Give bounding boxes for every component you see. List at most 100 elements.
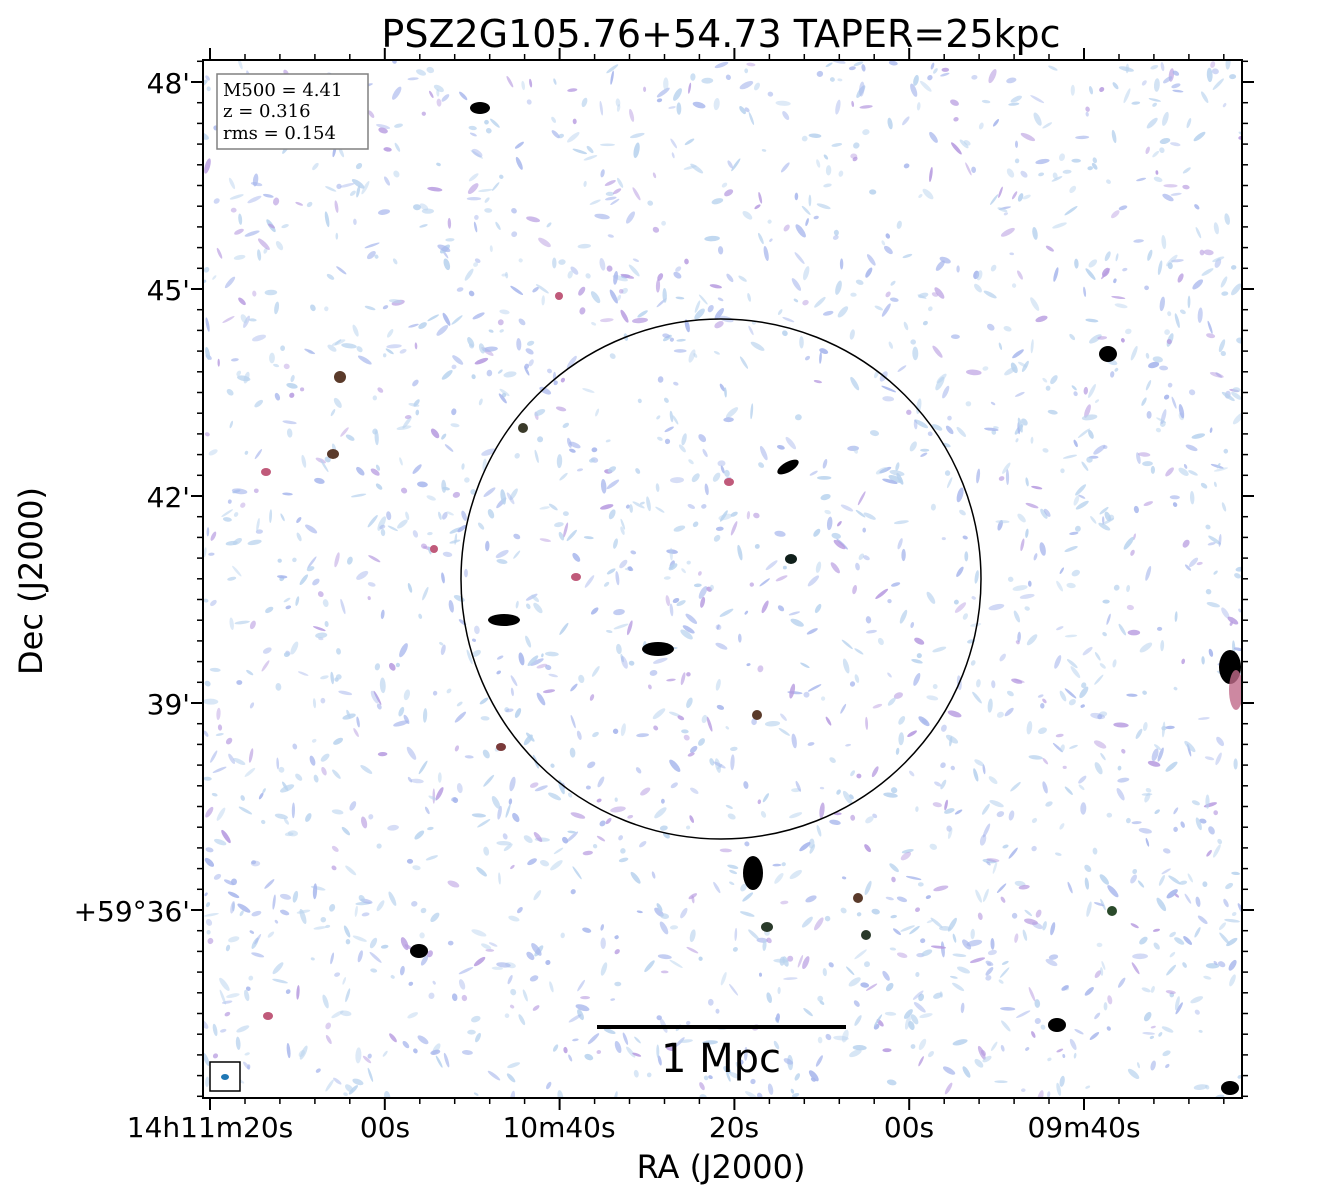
- noise-blob: [454, 711, 467, 723]
- noise-blob: [1073, 495, 1080, 506]
- noise-blob: [464, 568, 468, 578]
- noise-blob: [1150, 64, 1159, 70]
- noise-blob: [939, 991, 943, 998]
- noise-blob: [428, 992, 435, 999]
- noise-blob: [546, 1081, 552, 1090]
- noise-blob: [935, 376, 945, 391]
- noise-blob: [725, 726, 730, 730]
- noise-blob: [907, 730, 917, 737]
- noise-blob: [852, 445, 858, 454]
- noise-blob: [767, 219, 772, 224]
- noise-blob: [353, 218, 357, 225]
- noise-blob: [905, 875, 922, 881]
- noise-blob: [397, 519, 408, 529]
- noise-blob: [216, 247, 223, 259]
- noise-blob: [982, 888, 989, 903]
- noise-blob: [841, 876, 847, 880]
- noise-blob: [983, 290, 997, 299]
- noise-blob: [311, 738, 317, 743]
- noise-blob: [699, 1094, 707, 1098]
- noise-blob: [473, 262, 479, 267]
- noise-blob: [1074, 258, 1079, 269]
- noise-blob: [637, 310, 648, 318]
- noise-blob: [468, 290, 475, 297]
- noise-blob: [1013, 678, 1025, 683]
- noise-blob: [918, 1056, 924, 1067]
- noise-blob: [345, 434, 355, 441]
- noise-blob: [1094, 970, 1102, 978]
- noise-blob: [724, 387, 727, 398]
- noise-blob: [466, 197, 482, 201]
- noise-blob: [855, 279, 864, 285]
- noise-blob: [660, 970, 669, 974]
- noise-blob: [1172, 502, 1178, 508]
- noise-blob: [245, 986, 251, 991]
- noise-blob: [237, 60, 243, 70]
- noise-blob: [478, 398, 483, 406]
- noise-blob: [1224, 918, 1240, 923]
- noise-blob: [340, 598, 346, 615]
- noise-blob: [421, 208, 434, 214]
- noise-blob: [965, 401, 972, 407]
- noise-blob: [429, 90, 434, 99]
- noise-blob: [1106, 179, 1111, 184]
- noise-blob: [402, 1040, 410, 1049]
- noise-blob: [1024, 909, 1033, 917]
- noise-blob: [901, 849, 914, 854]
- noise-blob: [572, 1038, 579, 1042]
- noise-blob: [930, 503, 936, 511]
- noise-blob: [476, 866, 487, 877]
- noise-blob: [312, 698, 317, 709]
- noise-blob: [585, 785, 591, 790]
- noise-blob: [247, 539, 262, 546]
- noise-blob: [1003, 326, 1012, 332]
- noise-blob: [1097, 336, 1108, 340]
- noise-blob: [342, 977, 346, 985]
- noise-blob: [213, 198, 220, 204]
- noise-blob: [777, 986, 781, 995]
- noise-blob: [669, 759, 681, 772]
- noise-blob: [548, 503, 558, 511]
- noise-blob: [511, 231, 518, 238]
- noise-blob: [267, 931, 275, 938]
- noise-blob: [833, 539, 846, 550]
- noise-blob: [837, 306, 849, 318]
- noise-blob: [579, 307, 586, 315]
- noise-blob: [504, 1013, 510, 1019]
- noise-blob: [729, 1072, 740, 1079]
- noise-blob: [1229, 974, 1236, 987]
- noise-blob: [791, 278, 802, 291]
- noise-blob: [1034, 999, 1041, 1008]
- noise-blob: [225, 737, 233, 745]
- noise-blob: [1208, 648, 1214, 657]
- noise-blob: [1028, 755, 1043, 760]
- noise-blob: [715, 678, 721, 691]
- noise-blob: [941, 537, 946, 541]
- noise-blob: [248, 975, 254, 981]
- noise-blob: [757, 665, 764, 673]
- noise-blob: [472, 649, 481, 657]
- noise-blob: [1007, 576, 1014, 582]
- noise-blob: [496, 670, 502, 675]
- noise-blob: [805, 218, 809, 227]
- noise-blob: [903, 163, 910, 169]
- noise-blob: [508, 798, 513, 805]
- noise-blob: [1201, 268, 1214, 276]
- noise-blob: [469, 132, 477, 137]
- noise-blob: [282, 420, 297, 425]
- noise-blob: [668, 106, 676, 109]
- noise-blob: [1221, 502, 1227, 512]
- noise-blob: [362, 1055, 372, 1064]
- noise-blob: [229, 617, 234, 630]
- noise-blob: [427, 826, 434, 831]
- noise-blob: [940, 72, 950, 77]
- noise-blob: [490, 118, 500, 128]
- noise-blob: [973, 270, 980, 280]
- noise-blob: [785, 436, 797, 450]
- noise-blob: [203, 267, 210, 273]
- noise-blob: [1151, 748, 1159, 762]
- radio-source: [752, 710, 762, 720]
- noise-blob: [609, 289, 618, 304]
- noise-blob: [240, 314, 248, 324]
- noise-blob: [578, 674, 585, 684]
